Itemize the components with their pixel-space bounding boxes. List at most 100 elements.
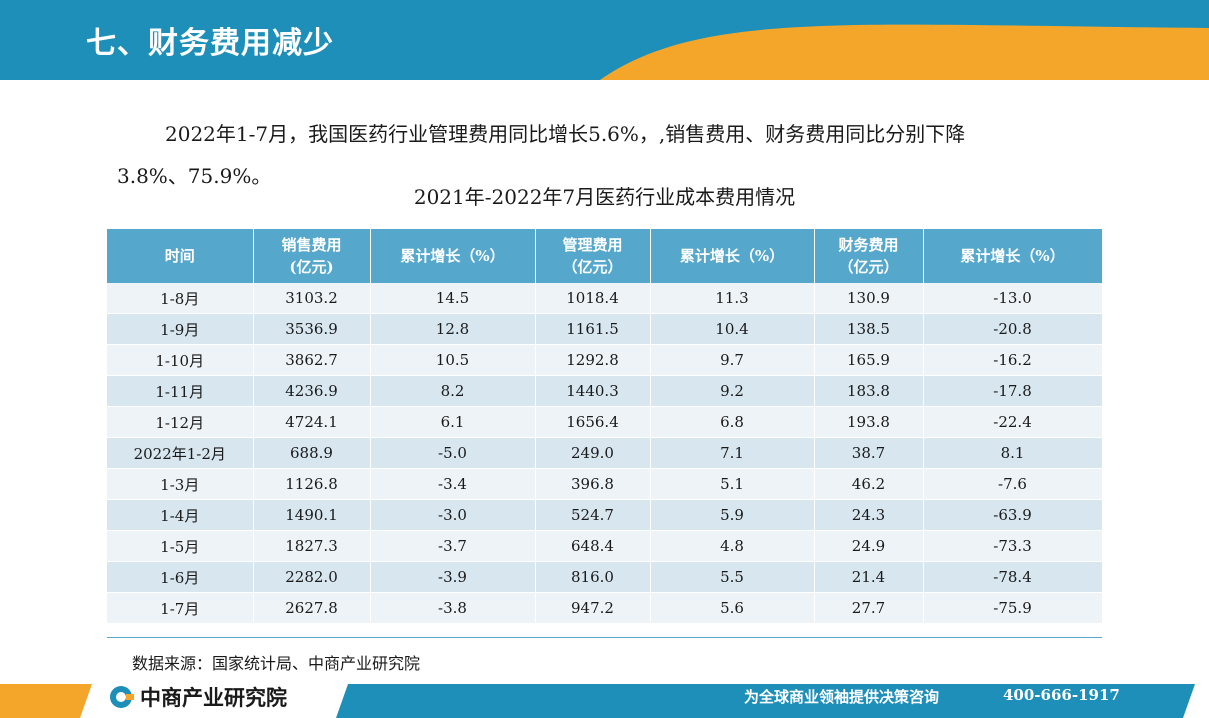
table-cell: 2282.0 xyxy=(253,561,371,593)
table-cell: 1-5月 xyxy=(107,530,254,562)
column-header: 管理费用 （亿元） xyxy=(535,229,651,283)
table-cell: 524.7 xyxy=(535,499,651,531)
table-cell: 8.1 xyxy=(923,437,1103,469)
table-cell: 1018.4 xyxy=(535,283,651,314)
divider xyxy=(107,637,1102,638)
table-cell: -63.9 xyxy=(923,499,1103,531)
table-cell: 21.4 xyxy=(814,561,924,593)
table-title: 2021年-2022年7月医药行业成本费用情况 xyxy=(413,185,796,209)
table-body: 1-8月 3103.2 14.5 1018.4 11.3 130.9 -13.0 1-9月 35… xyxy=(107,283,1103,624)
table-cell: 1-11月 xyxy=(107,375,254,407)
column-header: 累计增长（%） xyxy=(370,229,536,283)
table-cell: -78.4 xyxy=(923,561,1103,593)
column-header-label: 累计增长（%） xyxy=(400,247,505,265)
table-cell: 396.8 xyxy=(535,468,651,500)
column-header-unit: （亿元） xyxy=(838,258,899,276)
footer-logo-text: 中商产业研究院 xyxy=(140,686,287,710)
table-cell: 10.5 xyxy=(370,344,536,376)
table-row: 1-12月 4724.1 6.1 1656.4 6.8 193.8 -22.4 xyxy=(107,406,1103,438)
column-header-label: 累计增长（%） xyxy=(960,247,1065,265)
table-cell: -3.0 xyxy=(370,499,536,531)
table-row: 1-6月 2282.0 -3.9 816.0 5.5 21.4 -78.4 xyxy=(107,561,1103,593)
table-cell: -3.7 xyxy=(370,530,536,562)
table-cell: -17.8 xyxy=(923,375,1103,407)
table-cell: 183.8 xyxy=(814,375,924,407)
header-swoosh xyxy=(560,0,1209,80)
table-cell: -13.0 xyxy=(923,283,1103,314)
table-cell: 5.1 xyxy=(650,468,815,500)
table-cell: 3103.2 xyxy=(253,283,371,314)
table-cell: -3.4 xyxy=(370,468,536,500)
table-row: 1-9月 3536.9 12.8 1161.5 10.4 138.5 -20.8 xyxy=(107,313,1103,345)
table-cell: 5.6 xyxy=(650,592,815,624)
table-cell: 1126.8 xyxy=(253,468,371,500)
footer-logo: 中商产业研究院 xyxy=(110,685,287,710)
table-cell: 1-3月 xyxy=(107,468,254,500)
table-cell: -20.8 xyxy=(923,313,1103,345)
footer-band xyxy=(0,684,1195,718)
table-cell: 1-6月 xyxy=(107,561,254,593)
intro-line-1: 2022年1-7月，我国医药行业管理费用同比增长5.6%，,销售费用、财务费用同… xyxy=(165,122,966,146)
table-cell: -3.8 xyxy=(370,592,536,624)
table-cell: 1656.4 xyxy=(535,406,651,438)
table-row: 1-7月 2627.8 -3.8 947.2 5.6 27.7 -75.9 xyxy=(107,592,1103,624)
table-cell: 9.7 xyxy=(650,344,815,376)
table-row: 1-5月 1827.3 -3.7 648.4 4.8 24.9 -73.3 xyxy=(107,530,1103,562)
table-cell: 4.8 xyxy=(650,530,815,562)
table-cell: 138.5 xyxy=(814,313,924,345)
table-cell: 1-7月 xyxy=(107,592,254,624)
table-row: 1-4月 1490.1 -3.0 524.7 5.9 24.3 -63.9 xyxy=(107,499,1103,531)
intro-paragraph: 2022年1-7月，我国医药行业管理费用同比增长5.6%，,销售费用、财务费用同… xyxy=(117,113,1117,197)
table-cell: -3.9 xyxy=(370,561,536,593)
footer-phone: 400-666-1917 xyxy=(1003,686,1120,704)
table-cell: 1440.3 xyxy=(535,375,651,407)
table-cell: 3862.7 xyxy=(253,344,371,376)
table-cell: 1-9月 xyxy=(107,313,254,345)
data-source: 数据来源：国家统计局、中商产业研究院 xyxy=(132,654,421,673)
table-row: 2022年1-2月 688.9 -5.0 249.0 7.1 38.7 8.1 xyxy=(107,437,1103,469)
column-header: 时间 xyxy=(107,229,254,283)
table-cell: 688.9 xyxy=(253,437,371,469)
column-header: 累计增长（%） xyxy=(923,229,1103,283)
column-header: 销售费用 (亿元) xyxy=(253,229,371,283)
table-cell: 1827.3 xyxy=(253,530,371,562)
cost-table: 时间 销售费用 (亿元) 累计增长（%） 管理费用 （亿元） 累计增长（%） 财务费用 （亿元）… xyxy=(107,229,1103,624)
table-row: 1-10月 3862.7 10.5 1292.8 9.7 165.9 -16.2 xyxy=(107,344,1103,376)
column-header-label: 累计增长（%） xyxy=(679,247,785,265)
table-cell: 9.2 xyxy=(650,375,815,407)
page-title: 七、财务费用减少 xyxy=(86,26,334,61)
table-cell: 12.8 xyxy=(370,313,536,345)
table-cell: 130.9 xyxy=(814,283,924,314)
table-cell: 7.1 xyxy=(650,437,815,469)
column-header-unit: (亿元) xyxy=(289,258,334,276)
footer-slogan: 为全球商业领袖提供决策咨询 xyxy=(744,688,940,706)
table-cell: 1-4月 xyxy=(107,499,254,531)
table-cell: 5.5 xyxy=(650,561,815,593)
column-header-label: 时间 xyxy=(164,247,195,265)
table-row: 1-3月 1126.8 -3.4 396.8 5.1 46.2 -7.6 xyxy=(107,468,1103,500)
table-cell: 3536.9 xyxy=(253,313,371,345)
table-cell: 46.2 xyxy=(814,468,924,500)
table-cell: 11.3 xyxy=(650,283,815,314)
table-cell: 5.9 xyxy=(650,499,815,531)
table-row: 1-11月 4236.9 8.2 1440.3 9.2 183.8 -17.8 xyxy=(107,375,1103,407)
intro-line-2: 3.8%、75.9%。 xyxy=(117,164,272,188)
table-cell: 193.8 xyxy=(814,406,924,438)
table-cell: 2022年1-2月 xyxy=(107,437,254,469)
column-header-label: 财务费用 xyxy=(838,236,899,254)
table-cell: -5.0 xyxy=(370,437,536,469)
table-cell: -22.4 xyxy=(923,406,1103,438)
table-cell: 947.2 xyxy=(535,592,651,624)
table-cell: 648.4 xyxy=(535,530,651,562)
table-cell: -73.3 xyxy=(923,530,1103,562)
column-header: 累计增长（%） xyxy=(650,229,815,283)
company-logo-icon xyxy=(110,686,134,708)
header-banner: 七、财务费用减少 xyxy=(0,0,1209,80)
table-cell: 1-10月 xyxy=(107,344,254,376)
table-cell: 38.7 xyxy=(814,437,924,469)
column-header-unit: （亿元） xyxy=(562,258,623,276)
table-cell: 4236.9 xyxy=(253,375,371,407)
table-cell: 24.9 xyxy=(814,530,924,562)
table-cell: -7.6 xyxy=(923,468,1103,500)
table-cell: 8.2 xyxy=(370,375,536,407)
